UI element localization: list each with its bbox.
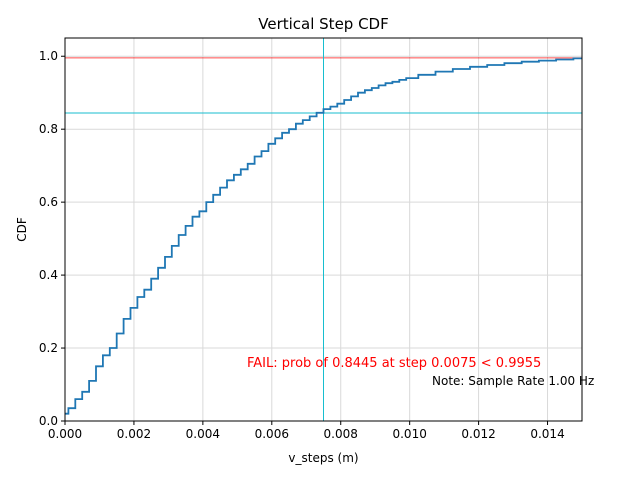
x-tick-label: 0.000 [48,427,82,441]
chart-title: Vertical Step CDF [258,15,389,33]
x-tick-label: 0.006 [255,427,289,441]
x-axis-label: v_steps (m) [288,451,358,465]
x-tick-label: 0.010 [392,427,426,441]
plot-series [65,57,582,415]
cdf-series-line [65,57,582,415]
y-tick-label: 0.6 [39,195,58,209]
x-tick-label: 0.002 [117,427,151,441]
note-annotation: Note: Sample Rate 1.00 Hz [432,374,594,388]
y-tick-label: 0.4 [39,268,58,282]
fail-annotation: FAIL: prob of 0.8445 at step 0.0075 < 0.… [247,356,541,371]
x-tick-label: 0.008 [324,427,358,441]
y-tick-label: 0.8 [39,122,58,136]
x-tick-label: 0.014 [530,427,564,441]
y-tick-label: 0.0 [39,414,58,428]
y-tick-label: 0.2 [39,341,58,355]
y-axis-label: CDF [15,217,29,242]
x-tick-label: 0.012 [461,427,495,441]
x-axis-ticks: 0.000 0.002 0.004 0.006 0.008 0.010 0.012 0.014 [48,421,565,441]
y-tick-label: 1.0 [39,49,58,63]
y-axis-ticks: 0.0 0.2 0.4 0.6 0.8 1.0 [39,49,65,428]
x-tick-label: 0.004 [186,427,220,441]
plot-frame [64,37,583,422]
